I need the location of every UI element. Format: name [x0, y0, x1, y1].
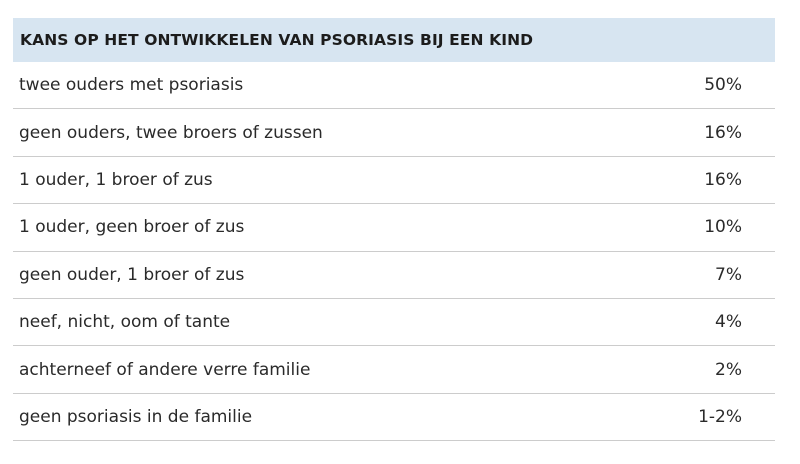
table-body: twee ouders met psoriasis 50% geen ouder… — [13, 62, 775, 442]
row-label: achterneef of andere verre familie — [19, 359, 311, 380]
table-row: geen ouders, twee broers of zussen 16% — [13, 109, 775, 157]
row-value: 50% — [704, 75, 742, 96]
table-row: achterneef of andere verre familie 2% — [13, 346, 775, 394]
row-label: geen psoriasis in de familie — [19, 406, 253, 427]
table-header: KANS OP HET ONTWIKKELEN VAN PSORIASIS BI… — [13, 18, 775, 62]
row-label: 1 ouder, geen broer of zus — [19, 217, 245, 238]
table-row: twee ouders met psoriasis 50% — [13, 62, 775, 110]
psoriasis-risk-table: KANS OP HET ONTWIKKELEN VAN PSORIASIS BI… — [13, 18, 775, 442]
row-value: 1-2% — [698, 406, 742, 427]
row-value: 16% — [704, 122, 742, 143]
row-label: geen ouders, twee broers of zussen — [19, 122, 323, 143]
row-label: 1 ouder, 1 broer of zus — [19, 169, 213, 190]
row-value: 10% — [704, 217, 742, 238]
table-row: 1 ouder, geen broer of zus 10% — [13, 204, 775, 252]
table-row: geen psoriasis in de familie 1-2% — [13, 394, 775, 442]
row-value: 7% — [715, 264, 742, 285]
row-value: 2% — [715, 359, 742, 380]
table-row: 1 ouder, 1 broer of zus 16% — [13, 157, 775, 205]
row-label: twee ouders met psoriasis — [19, 75, 244, 96]
table-row: geen ouder, 1 broer of zus 7% — [13, 252, 775, 299]
table-title: KANS OP HET ONTWIKKELEN VAN PSORIASIS BI… — [20, 31, 534, 49]
row-value: 4% — [715, 312, 742, 333]
row-label: neef, nicht, oom of tante — [19, 312, 231, 333]
row-value: 16% — [704, 169, 742, 190]
table-row: neef, nicht, oom of tante 4% — [13, 299, 775, 347]
row-label: geen ouder, 1 broer of zus — [19, 264, 245, 285]
